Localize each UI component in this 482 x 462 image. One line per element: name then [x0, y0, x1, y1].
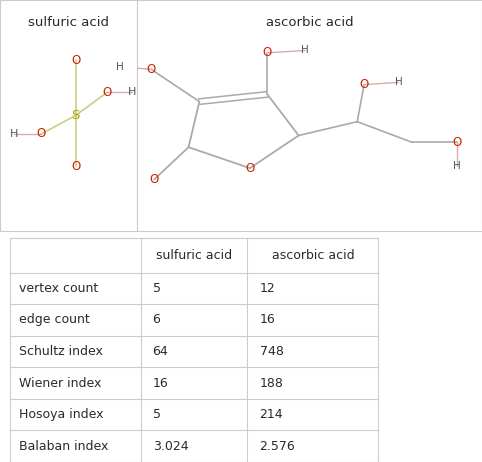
- Text: O: O: [71, 160, 80, 173]
- Text: sulfuric acid: sulfuric acid: [28, 16, 109, 29]
- Text: ascorbic acid: ascorbic acid: [272, 249, 354, 262]
- Text: O: O: [147, 63, 156, 76]
- Text: H: H: [395, 77, 402, 87]
- Bar: [10, 238, 378, 462]
- Text: Schultz index: Schultz index: [19, 345, 103, 358]
- Text: O: O: [263, 46, 272, 59]
- Text: 16: 16: [153, 377, 168, 389]
- Text: edge count: edge count: [19, 313, 90, 327]
- Text: O: O: [453, 136, 462, 149]
- Text: H: H: [116, 62, 124, 72]
- Text: O: O: [103, 86, 112, 99]
- Text: H: H: [301, 45, 309, 55]
- Text: 16: 16: [259, 313, 275, 327]
- Text: vertex count: vertex count: [19, 282, 98, 295]
- Text: O: O: [149, 173, 159, 186]
- Text: 188: 188: [259, 377, 283, 389]
- Text: Balaban index: Balaban index: [19, 440, 108, 453]
- Text: H: H: [128, 87, 136, 97]
- Text: 5: 5: [153, 282, 161, 295]
- Text: O: O: [71, 54, 80, 67]
- Text: O: O: [37, 128, 46, 140]
- Text: S: S: [71, 109, 80, 122]
- Text: H: H: [10, 129, 18, 139]
- Text: 214: 214: [259, 408, 283, 421]
- Text: 64: 64: [153, 345, 168, 358]
- Text: ascorbic acid: ascorbic acid: [266, 16, 353, 29]
- Text: 5: 5: [153, 408, 161, 421]
- Text: O: O: [360, 78, 369, 91]
- Text: 6: 6: [153, 313, 161, 327]
- Text: H: H: [453, 160, 461, 170]
- Text: 748: 748: [259, 345, 283, 358]
- Text: Wiener index: Wiener index: [19, 377, 102, 389]
- Text: 12: 12: [259, 282, 275, 295]
- Text: 2.576: 2.576: [259, 440, 295, 453]
- Text: sulfuric acid: sulfuric acid: [156, 249, 232, 262]
- Text: 3.024: 3.024: [153, 440, 188, 453]
- Text: Hosoya index: Hosoya index: [19, 408, 104, 421]
- Text: O: O: [245, 162, 254, 175]
